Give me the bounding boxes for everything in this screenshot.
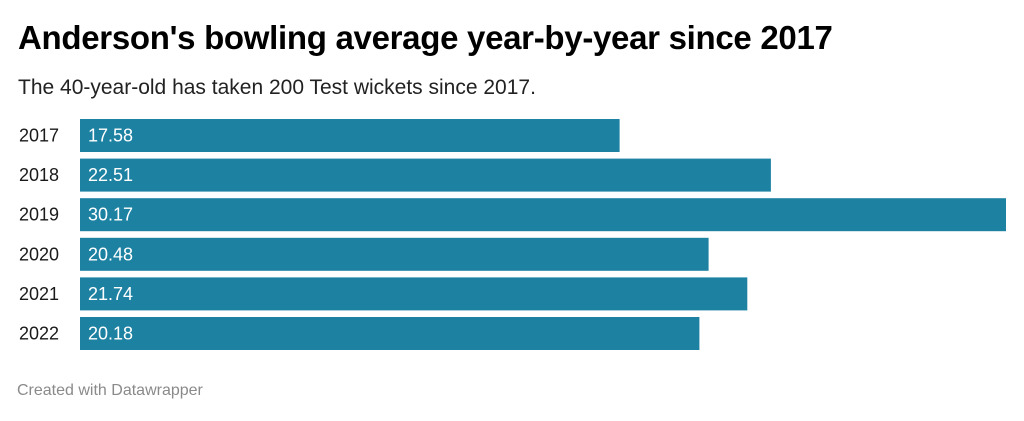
bar xyxy=(80,277,748,311)
bar-value-label: 21.74 xyxy=(88,284,133,304)
bar xyxy=(80,119,620,152)
bar-row: 2018 22.51 xyxy=(19,158,771,192)
bar-value-label: 20.48 xyxy=(88,244,133,264)
bar-row: 2022 20.18 xyxy=(19,317,700,350)
footer-credit: Created with Datawrapper xyxy=(17,382,203,399)
bar-value-label: 30.17 xyxy=(88,205,133,225)
bar-value-label: 20.18 xyxy=(88,324,133,344)
chart-title: Anderson's bowling average year-by-year … xyxy=(18,19,833,56)
category-label: 2018 xyxy=(19,165,59,185)
bar-value-label: 17.58 xyxy=(88,126,133,146)
category-label: 2021 xyxy=(19,284,59,304)
bar-row: 2019 30.17 xyxy=(19,198,1006,232)
category-label: 2019 xyxy=(19,205,59,225)
bar xyxy=(80,317,700,350)
bar xyxy=(80,198,1006,232)
category-label: 2017 xyxy=(19,126,59,146)
bar-value-label: 22.51 xyxy=(88,165,133,185)
bar-row: 2021 21.74 xyxy=(19,277,748,311)
category-label: 2022 xyxy=(19,324,59,344)
bar-row: 2020 20.48 xyxy=(19,237,709,271)
chart-subtitle: The 40-year-old has taken 200 Test wicke… xyxy=(18,76,536,99)
category-label: 2020 xyxy=(19,244,59,264)
bar-row: 2017 17.58 xyxy=(19,119,620,152)
bar xyxy=(80,237,709,271)
bar xyxy=(80,158,771,192)
